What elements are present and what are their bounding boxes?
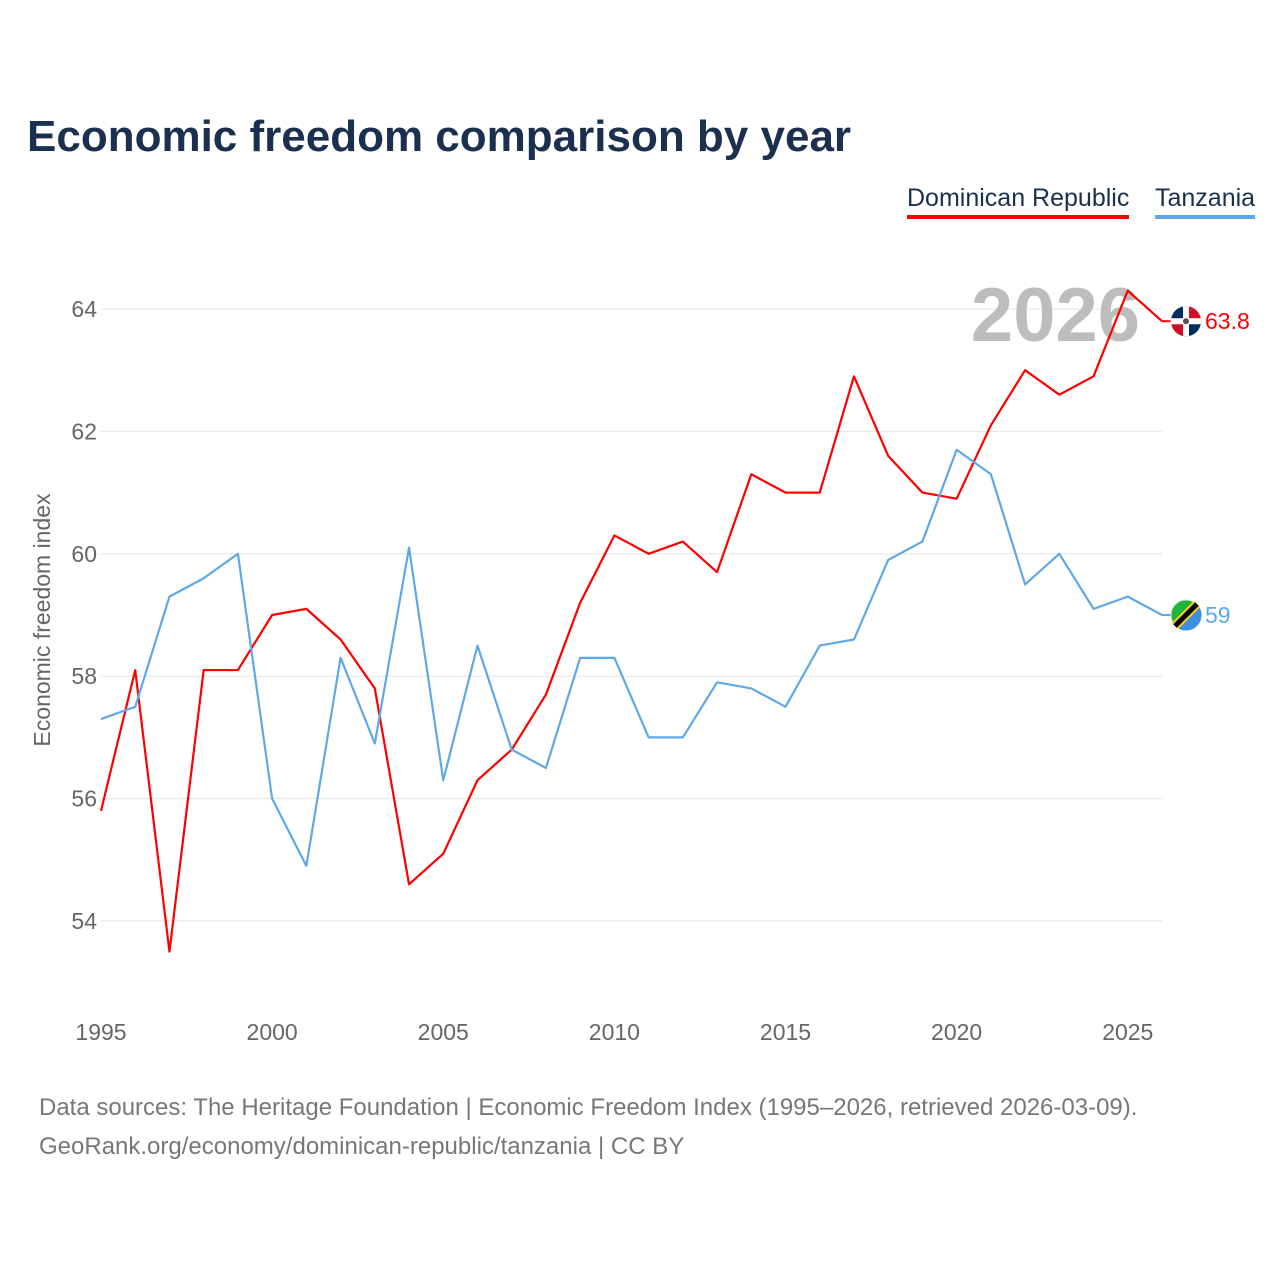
flag-quadrant [1186,306,1201,322]
x-tick-label: 2000 [247,1019,298,1045]
chart-title: Economic freedom comparison by year [27,112,852,161]
y-tick-label: 62 [71,418,97,444]
x-tick-label: 2020 [931,1019,982,1045]
y-tick-label: 56 [71,786,97,812]
legend-dominican-republic[interactable]: Dominican Republic [907,184,1130,219]
x-tick-label: 2025 [1102,1019,1153,1045]
end-value-label: 59 [1205,602,1231,628]
y-tick-label: 64 [71,296,97,322]
flag-quadrant [1171,321,1186,337]
x-tick-label: 2005 [418,1019,469,1045]
y-axis-label: Economic freedom index [29,493,55,747]
flag-quadrant [1186,321,1201,337]
series-line-dominican-republic [99,289,1163,953]
flag-emblem [1183,318,1189,325]
end-value-label: 63.8 [1205,308,1250,334]
data-source-text: Data sources: The Heritage Foundation | … [39,1094,1138,1121]
flag-stripe [1173,602,1199,628]
footer: Data sources: The Heritage Foundation | … [39,1088,1137,1166]
y-tick-label: 60 [71,541,97,567]
series-line-tanzania [100,448,1163,868]
y-tick-label: 54 [71,908,97,934]
x-tick-label: 2010 [589,1019,640,1045]
x-tick-label: 2015 [760,1019,811,1045]
year-watermark: 2026 [971,273,1140,358]
y-tick-label: 58 [71,663,97,689]
x-tick-label: 1995 [75,1019,126,1045]
flag-quadrant [1171,306,1186,322]
source-url-text[interactable]: GeoRank.org/economy/dominican-republic/t… [39,1133,685,1160]
legend-tanzania[interactable]: Tanzania [1155,184,1256,219]
